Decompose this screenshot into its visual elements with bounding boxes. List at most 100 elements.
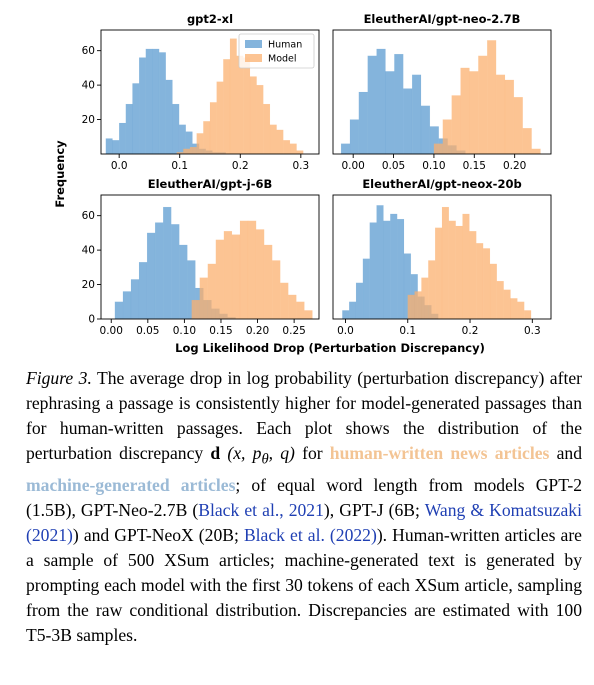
model-bar xyxy=(469,231,477,320)
x-tick-label: 0.10 xyxy=(173,325,196,337)
y-axis-label: Frequency xyxy=(53,140,67,208)
x-tick-label: 0.05 xyxy=(136,325,159,337)
model-bar xyxy=(209,102,217,155)
model-legend-label: Model xyxy=(268,54,297,65)
model-bar xyxy=(296,150,304,155)
model-legend-swatch xyxy=(245,54,262,62)
x-tick-label: 0.15 xyxy=(209,325,232,337)
model-bar xyxy=(256,84,264,155)
y-tick-label: 60 xyxy=(82,45,95,57)
panel-title: EleutherAI/gpt-neo-2.7B xyxy=(364,12,521,26)
human-bar xyxy=(125,103,133,155)
model-bar xyxy=(503,289,511,320)
model-bar xyxy=(189,146,197,155)
model-bar xyxy=(249,76,257,155)
model-bar xyxy=(191,299,200,320)
model-bar xyxy=(460,67,470,155)
panel-4: EleutherAI/gpt-neox-20b 0.0 0.1 0.2 0.3 xyxy=(332,177,552,337)
model-bar xyxy=(304,310,313,320)
human-bar xyxy=(138,262,148,320)
human-bar xyxy=(146,232,156,320)
human-bar xyxy=(165,79,173,155)
model-bar xyxy=(239,220,249,320)
citation-black-2022[interactable]: Black et al. (2022) xyxy=(243,524,377,545)
y-tick-label: 40 xyxy=(82,245,95,257)
model-bar xyxy=(441,206,449,320)
x-tick-label: 0.05 xyxy=(382,160,405,172)
model-bar xyxy=(263,244,273,320)
model-bar xyxy=(462,213,470,320)
x-tick-label: 0.20 xyxy=(246,325,269,337)
human-bar xyxy=(154,222,164,320)
model-bar xyxy=(269,124,277,155)
y-tick-label: 0 xyxy=(88,314,95,326)
machine-articles-link[interactable]: machine-generated articles xyxy=(26,474,236,495)
human-bar xyxy=(411,74,422,155)
y-tick-label: 20 xyxy=(82,114,95,126)
model-bar xyxy=(215,239,225,320)
model-bar xyxy=(513,97,523,155)
model-bar xyxy=(495,74,506,155)
model-bar xyxy=(433,143,443,155)
human-bar xyxy=(342,310,350,320)
model-bar xyxy=(229,38,237,155)
human-bar xyxy=(163,206,172,320)
x-tick-label: 0.2 xyxy=(232,160,249,172)
caption-text: ) and GPT-NeoX (20B; xyxy=(72,524,244,545)
model-bar xyxy=(510,298,518,320)
human-bar xyxy=(105,138,113,155)
citation-wang-komatsuzaki-2021[interactable]: Wang & Komatsuzaki (2021) xyxy=(26,499,582,545)
model-bar xyxy=(196,133,204,155)
panel-title: EleutherAI/gpt-j-6B xyxy=(148,177,273,191)
human-bar xyxy=(362,258,370,320)
model-bar xyxy=(496,280,504,320)
human-bar xyxy=(396,218,405,320)
human-bar xyxy=(367,55,377,155)
model-bar xyxy=(207,263,217,320)
model-bar xyxy=(255,229,265,320)
human-bar xyxy=(385,71,395,155)
caption-text: The average drop in log probability (per… xyxy=(26,368,582,463)
model-bar xyxy=(236,55,244,155)
citation-black-2021[interactable]: Black et al., 2021 xyxy=(198,499,324,520)
x-tick-label: 0.10 xyxy=(422,160,445,172)
model-bar xyxy=(442,119,452,155)
model-bar xyxy=(504,79,515,155)
human-bar xyxy=(390,213,398,320)
model-bar xyxy=(407,294,415,320)
panel-title: EleutherAI/gpt-neox-20b xyxy=(362,177,521,191)
histogram-panels: gpt2-xl 0.0 0.1 0.2 0.3 20 40 60 Human Model Eleut… xyxy=(82,12,552,337)
caption-text: ), GPT-J (6B; xyxy=(323,499,425,520)
model-bar xyxy=(428,260,436,320)
model-bar xyxy=(434,227,443,320)
model-bar xyxy=(199,277,208,320)
x-tick-label: 0.1 xyxy=(399,325,416,337)
figure-caption: Figure 3. The average drop in log probab… xyxy=(26,366,582,648)
y-tick-label: 60 xyxy=(82,210,95,222)
x-tick-label: 0.25 xyxy=(282,325,305,337)
human-bar xyxy=(112,140,120,155)
plot-frame xyxy=(100,194,320,320)
model-bar xyxy=(263,103,271,155)
human-bar xyxy=(369,222,377,320)
human-articles-link[interactable]: human-written news articles xyxy=(329,443,550,463)
histogram-figure: gpt2-xl 0.0 0.1 0.2 0.3 20 40 60 Human Model Eleut… xyxy=(53,12,552,355)
human-bar xyxy=(355,282,364,320)
human-legend-swatch xyxy=(245,40,262,48)
model-bar xyxy=(216,81,224,155)
model-bar xyxy=(296,301,305,320)
x-tick-label: 0.00 xyxy=(100,325,123,337)
caption-text: and xyxy=(549,443,583,463)
human-bar xyxy=(158,52,166,155)
plot-frame xyxy=(100,29,320,155)
human-bar xyxy=(349,301,357,320)
human-bar xyxy=(132,83,140,155)
model-bar xyxy=(243,57,251,155)
model-bar xyxy=(283,140,291,155)
human-bar xyxy=(114,301,124,320)
human-bar xyxy=(130,279,140,320)
figure-label: Figure 3. xyxy=(26,368,92,388)
formula-args: (x, p xyxy=(220,443,262,463)
model-bar xyxy=(517,301,525,320)
x-tick-label: 0.2 xyxy=(462,325,479,337)
